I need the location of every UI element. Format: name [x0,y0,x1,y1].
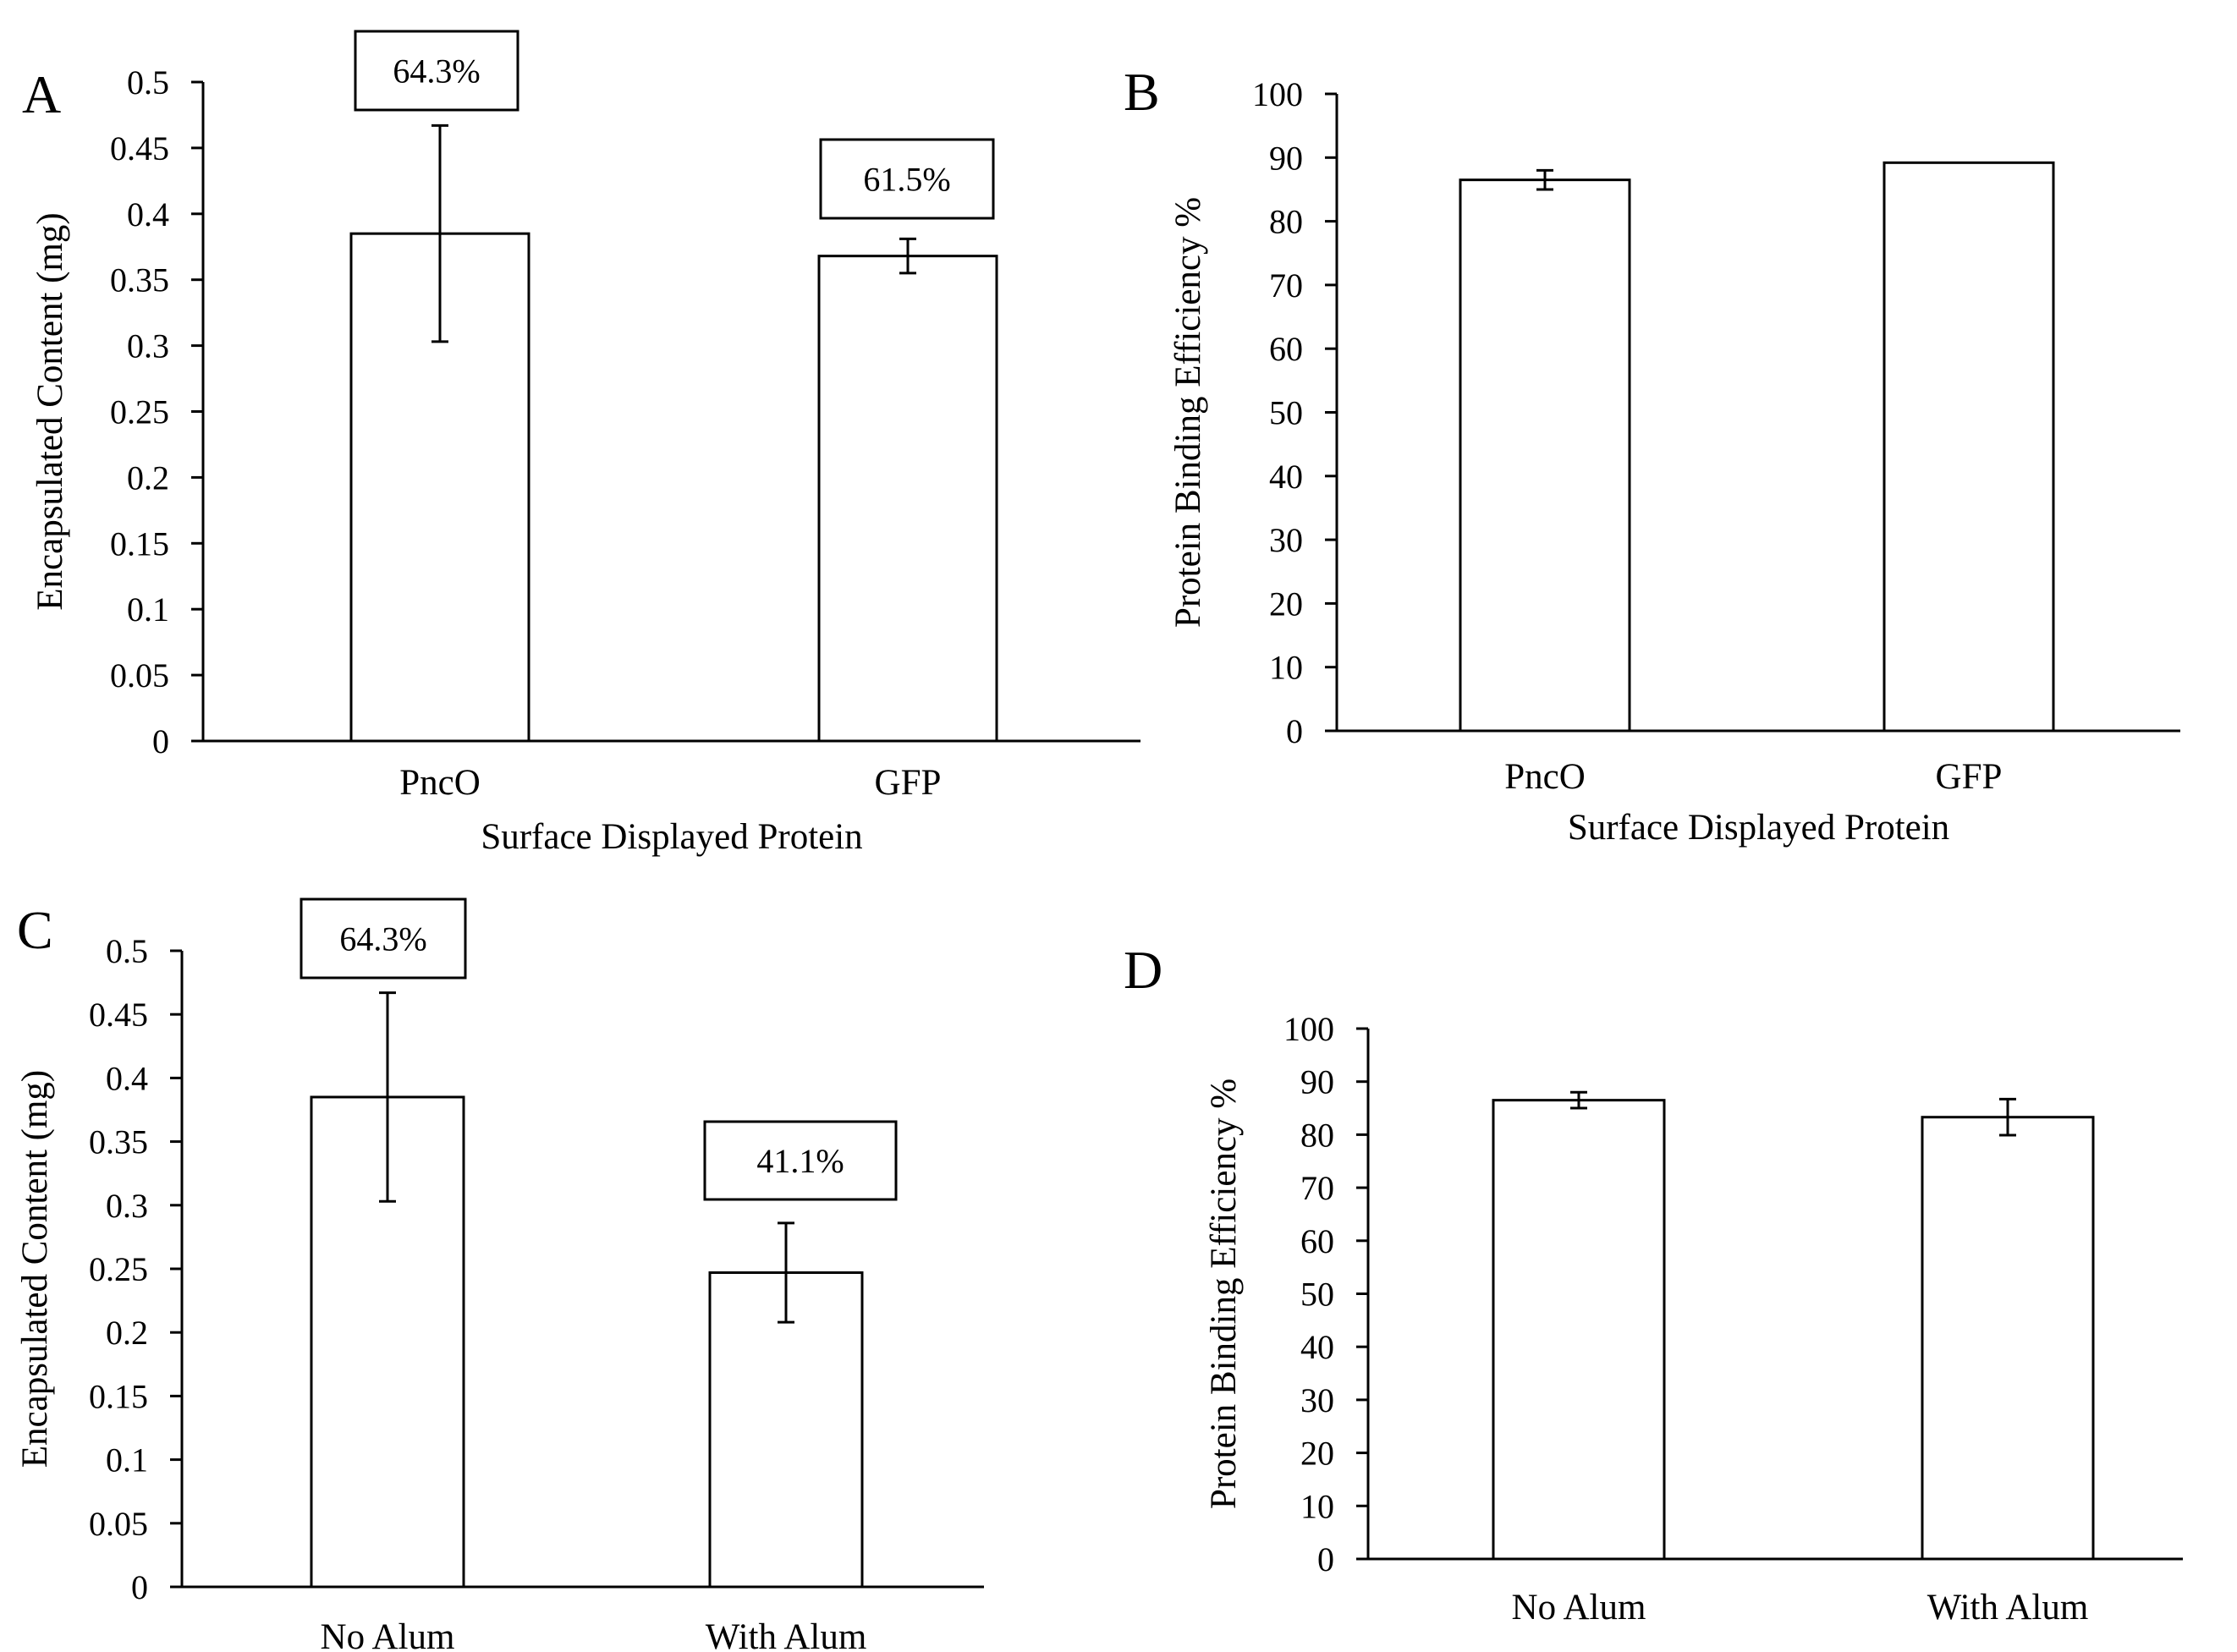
y-tick-label: 0.1 [106,1441,148,1479]
bar-pnco [1459,178,1631,733]
y-tick-label: 100 [1252,75,1303,113]
y-tick-label: 30 [1269,521,1303,559]
y-tick-label: 70 [1269,266,1303,305]
x-category-label: No Alum [321,1617,455,1652]
bar-with-alum [1921,1116,2095,1561]
y-tick-label: 0.05 [110,656,169,694]
y-tick-label: 0.4 [127,195,169,233]
y-tick-label: 60 [1300,1222,1334,1260]
y-tick-label: 80 [1300,1116,1334,1154]
percent-annotation-label: 41.1% [756,1142,844,1180]
y-tick-label: 0.3 [106,1187,148,1225]
y-tick-label: 10 [1300,1487,1334,1525]
y-tick-label: 0.45 [110,129,169,167]
y-tick-label: 100 [1283,1010,1334,1048]
percent-annotation: 64.3% [300,897,467,980]
x-category-label: No Alum [1512,1588,1646,1627]
y-tick-label: 0.5 [106,932,148,970]
y-tick-label: 0.25 [89,1250,148,1288]
bar-gfp [1882,161,2055,733]
error-bar [1570,1090,1587,1110]
x-axis-title: Surface Displayed Protein [481,817,862,857]
y-axis-title: Protein Binding Efficiency % [1168,197,1208,628]
chart-panel-c: C 0 0.05 0.1 0.15 0.2 0.25 0.3 0.35 0.4 0.45 0.5 No … [15,897,984,1652]
y-tick-label: 0.15 [110,524,169,563]
x-category-label: With Alum [1927,1588,2089,1627]
y-tick-label: 90 [1300,1063,1334,1101]
x-category-label: PncO [1504,757,1586,797]
y-tick-label: 20 [1300,1435,1334,1473]
error-bar [1536,168,1553,191]
panel-letter: A [22,64,61,124]
y-tick-label: 0.2 [127,458,169,497]
y-axis-title: Protein Binding Efficiency % [1204,1078,1244,1509]
y-tick-label: 50 [1300,1276,1334,1314]
percent-annotation-label: 64.3% [393,52,480,91]
y-tick-label: 0.25 [110,393,169,431]
y-tick-label: 60 [1269,330,1303,368]
y-tick-label: 0.1 [127,590,169,628]
y-tick-label: 50 [1269,394,1303,432]
y-tick-label: 0 [1317,1540,1334,1578]
percent-annotation: 64.3% [354,30,519,112]
y-tick-label: 30 [1300,1381,1334,1419]
chart-panel-d: D 0 10 20 30 40 50 60 70 80 90 100 No Alum With Alum P… [1124,940,2183,1627]
y-tick-label: 90 [1269,139,1303,177]
x-category-label: GFP [1936,757,2003,797]
error-bar [899,237,916,275]
percent-annotation: 61.5% [819,138,995,220]
x-category-label: With Alum [706,1617,867,1652]
y-tick-label: 0 [1286,712,1303,750]
y-tick-label: 80 [1269,203,1303,241]
error-bar [1999,1097,2016,1137]
chart-panel-a: A 0 0.05 0.1 0.15 0.2 0.25 0.3 0.35 0.4 0.45 0.5 Pnc… [22,30,1140,857]
panel-letter: D [1124,940,1162,1000]
panel-letter: B [1124,62,1160,122]
panel-letter: C [17,900,53,960]
error-bar [431,123,448,343]
y-tick-label: 0.45 [89,996,148,1034]
y-tick-label: 0.05 [89,1505,148,1543]
bar-gfp [817,255,998,743]
y-tick-label: 0 [131,1568,148,1606]
y-tick-label: 0.35 [89,1123,148,1161]
y-tick-label: 0.2 [106,1314,148,1352]
x-category-label: PncO [399,763,481,803]
y-tick-label: 10 [1269,649,1303,687]
y-tick-label: 0.3 [127,327,169,365]
x-axis-title: Surface Displayed Protein [1568,808,1949,848]
y-tick-label: 0.4 [106,1059,148,1097]
y-axis-title: Encapsulated Content (mg) [15,1070,55,1468]
chart-panel-b: B 0 10 20 30 40 50 60 70 80 90 100 PncO GFP Protein Bi… [1124,62,2180,848]
percent-annotation-label: 61.5% [863,161,950,199]
y-tick-label: 0.35 [110,261,169,299]
percent-annotation-label: 64.3% [339,920,426,958]
error-bar [778,1221,794,1324]
y-tick-label: 40 [1300,1328,1334,1366]
y-tick-label: 20 [1269,585,1303,623]
y-tick-label: 0.15 [89,1377,148,1415]
x-category-label: GFP [875,763,942,803]
y-tick-label: 70 [1300,1169,1334,1207]
y-axis-title: Encapsulated Content (mg) [30,212,70,610]
error-bar [379,991,396,1203]
percent-annotation: 41.1% [703,1120,898,1201]
y-tick-label: 0.5 [127,63,169,102]
bar-no-alum [1492,1099,1666,1561]
y-tick-label: 0 [152,722,169,760]
y-tick-label: 40 [1269,458,1303,496]
